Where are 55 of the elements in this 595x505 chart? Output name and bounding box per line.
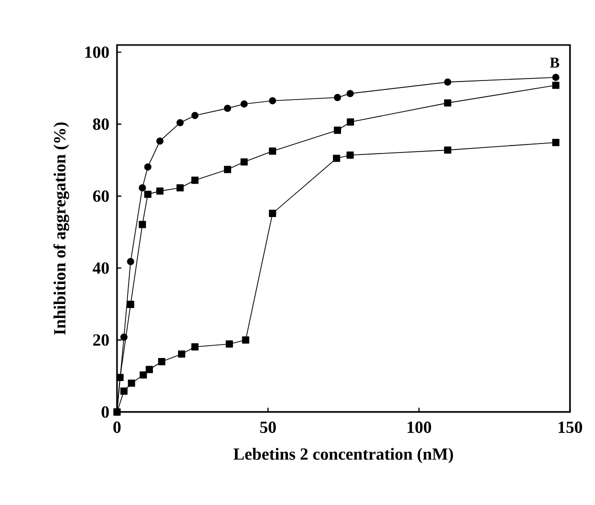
point	[444, 146, 452, 154]
y-tick-label: 100	[85, 46, 109, 58]
x-tick-label: 100	[408, 422, 432, 433]
point	[191, 343, 199, 350]
x-tick-label: 150	[558, 422, 582, 433]
point	[444, 78, 452, 86]
y-tick-label: 80	[93, 118, 109, 130]
point	[346, 151, 354, 159]
point	[120, 334, 128, 341]
point	[334, 94, 342, 102]
x-axis-title: Lebetins 2 concentration (nM)	[234, 448, 453, 464]
point	[224, 104, 232, 112]
point	[144, 163, 152, 171]
point	[158, 358, 166, 366]
y-tick-label: 40	[92, 262, 109, 274]
point	[552, 74, 560, 81]
point	[126, 258, 134, 266]
y-axis-title: Inhibition of aggregation (%)	[53, 122, 70, 335]
point	[156, 137, 164, 145]
point	[178, 350, 186, 358]
point	[191, 176, 199, 184]
point	[240, 158, 248, 166]
point	[176, 184, 184, 192]
point	[176, 119, 184, 126]
point	[191, 112, 199, 120]
point	[332, 154, 340, 162]
point	[128, 380, 136, 387]
point	[444, 99, 452, 107]
point	[120, 388, 128, 395]
point	[146, 366, 153, 374]
point	[240, 100, 248, 108]
y-tick-label: 0	[102, 406, 109, 418]
point	[346, 118, 354, 126]
point	[242, 336, 250, 344]
point	[268, 97, 276, 104]
point	[346, 90, 354, 98]
point	[268, 148, 276, 155]
annotation: B	[550, 58, 560, 68]
point	[552, 82, 560, 89]
point	[552, 138, 560, 146]
y-tick-label: 60	[93, 190, 109, 202]
point	[144, 190, 152, 198]
y-tick-label: 20	[93, 334, 109, 346]
point	[334, 126, 342, 134]
point	[224, 166, 232, 174]
point	[156, 187, 164, 195]
point	[138, 184, 146, 192]
x-tick-label: 0	[113, 422, 121, 433]
point	[116, 374, 124, 382]
point	[126, 300, 134, 308]
point	[140, 371, 147, 379]
point	[268, 210, 276, 217]
point	[138, 220, 146, 228]
x-tick-label: 50	[260, 422, 276, 433]
point	[226, 340, 233, 348]
